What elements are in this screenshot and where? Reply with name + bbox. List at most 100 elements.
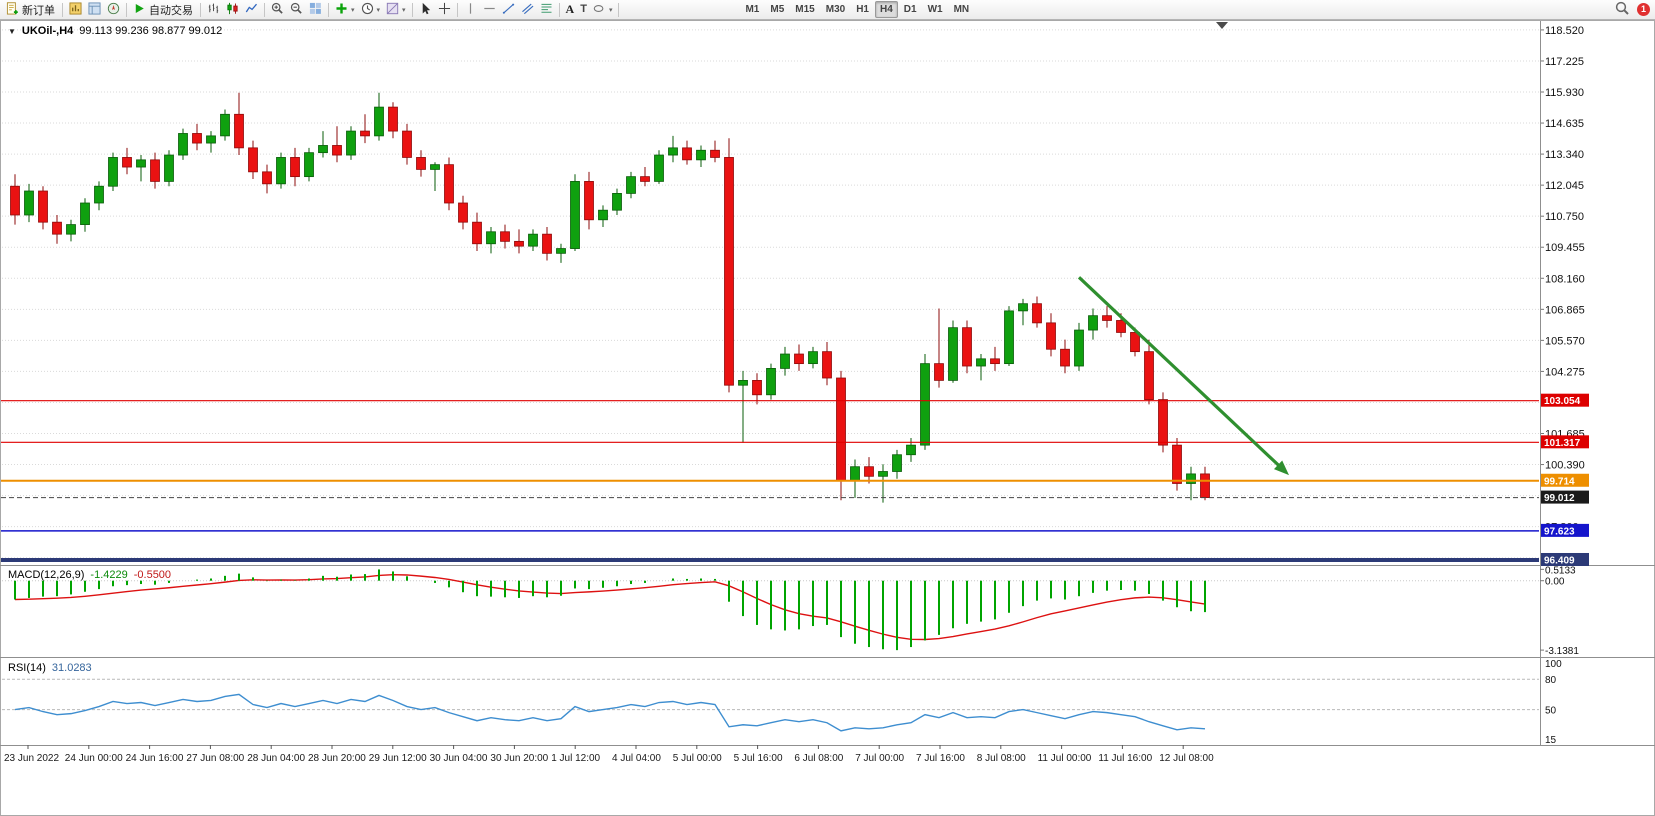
- svg-text:109.455: 109.455: [1545, 242, 1585, 254]
- trend-arrow[interactable]: [1077, 276, 1289, 476]
- dropdown-caret-icon: ▾: [608, 6, 613, 14]
- periods-button[interactable]: ▾: [358, 1, 384, 18]
- navigator-button[interactable]: [104, 1, 123, 18]
- notification-badge[interactable]: 1: [1637, 3, 1650, 16]
- svg-text:1 Jul 12:00: 1 Jul 12:00: [551, 753, 600, 764]
- toolbar-separator: [456, 2, 458, 17]
- templates-button[interactable]: ▾: [383, 1, 409, 18]
- svg-text:11 Jul 00:00: 11 Jul 00:00: [1038, 753, 1092, 764]
- time-axis[interactable]: 23 Jun 2022 24 Jun 00:00 24 Jun 16:00 27 Ju…: [4, 745, 1214, 764]
- candlestick-chart-icon: [226, 2, 239, 18]
- crosshair-icon: [438, 2, 451, 18]
- svg-text:101.317: 101.317: [1544, 438, 1581, 449]
- cursor-button[interactable]: [416, 1, 435, 18]
- rsi-line: [14, 693, 1206, 732]
- text-tool-button[interactable]: A: [563, 1, 578, 18]
- svg-text:113.340: 113.340: [1545, 149, 1584, 161]
- macd-label: MACD(12,26,9): [8, 569, 85, 581]
- line-chart-button[interactable]: [242, 1, 261, 18]
- timeframe-h4-button[interactable]: H4: [874, 1, 898, 18]
- timeframe-mn-button[interactable]: MN: [949, 1, 975, 18]
- svg-text:0.00: 0.00: [1545, 577, 1565, 588]
- text-tool-icon: A: [565, 2, 575, 16]
- svg-text:96.409: 96.409: [1544, 555, 1575, 566]
- svg-text:30 Jun 20:00: 30 Jun 20:00: [490, 753, 548, 764]
- panel-separators[interactable]: [0, 21, 1655, 746]
- navigator-icon: [107, 2, 120, 18]
- svg-text:4 Jul 04:00: 4 Jul 04:00: [612, 753, 661, 764]
- indicators-icon: [335, 2, 348, 18]
- macd-main-value: -1.4229: [90, 569, 128, 581]
- indicators-button[interactable]: ▾: [332, 1, 358, 18]
- svg-text:100.390: 100.390: [1545, 460, 1585, 472]
- toolbar-separator: [328, 2, 329, 17]
- price-line-labels: 103.054 101.317 99.714 99.012 97.623 96.409: [1541, 393, 1589, 566]
- shapes-button[interactable]: ▾: [590, 1, 616, 18]
- macd-signal-value: -0.5500: [133, 569, 172, 581]
- rsi-panel: 100 80 50 15: [2, 659, 1562, 746]
- timeframe-h1-button[interactable]: H1: [851, 1, 874, 18]
- svg-text:27 Jun 08:00: 27 Jun 08:00: [186, 753, 244, 764]
- timeframe-w1-button[interactable]: W1: [923, 1, 948, 18]
- candlestick-chart-button[interactable]: [223, 1, 242, 18]
- ohlc-values: 99.113 99.236 98.877 99.012: [79, 25, 223, 37]
- timeframe-m30-button[interactable]: M30: [821, 1, 850, 18]
- autotrading-icon: [133, 2, 146, 18]
- svg-text:115.930: 115.930: [1545, 87, 1584, 99]
- channel-icon: [521, 2, 534, 18]
- toolbar-separator: [62, 2, 63, 17]
- search-button[interactable]: [1612, 1, 1632, 18]
- candlesticks[interactable]: [10, 92, 1210, 503]
- bar-chart-icon: [207, 2, 220, 18]
- crosshair-button[interactable]: [435, 1, 454, 18]
- timeframe-m15-button[interactable]: M15: [790, 1, 819, 18]
- rsi-label: RSI(14): [8, 662, 46, 674]
- toolbar-separator: [411, 2, 413, 17]
- fibonacci-icon: [540, 2, 553, 18]
- autotrading-button[interactable]: 自动交易: [130, 1, 197, 18]
- vertical-line-button[interactable]: [461, 1, 480, 18]
- data-window-button[interactable]: [85, 1, 104, 18]
- search-icon: [1615, 1, 1629, 18]
- zoom-in-icon: [271, 2, 284, 18]
- trendline-icon: [502, 2, 515, 18]
- timeframe-m1-button[interactable]: M1: [740, 1, 764, 18]
- svg-text:97.623: 97.623: [1544, 526, 1575, 537]
- trendline-button[interactable]: [499, 1, 518, 18]
- horizontal-line-button[interactable]: [480, 1, 499, 18]
- vertical-line-icon: [464, 2, 477, 18]
- market-watch-button[interactable]: [66, 1, 85, 18]
- svg-text:24 Jun 00:00: 24 Jun 00:00: [65, 753, 123, 764]
- new-order-label: 新订单: [22, 4, 55, 17]
- svg-text:23 Jun 2022: 23 Jun 2022: [4, 753, 59, 764]
- toolbar-separator: [126, 2, 127, 17]
- one-click-trading-arrow[interactable]: ▼: [8, 26, 16, 36]
- svg-text:-3.1381: -3.1381: [1545, 646, 1579, 657]
- macd-header: MACD(12,26,9) -1.4229 -0.5500: [8, 569, 171, 581]
- new-order-button[interactable]: 新订单: [3, 1, 59, 18]
- dropdown-caret-icon: ▾: [351, 6, 355, 14]
- chart-shift-marker[interactable]: [1216, 22, 1228, 29]
- svg-text:5 Jul 16:00: 5 Jul 16:00: [734, 753, 783, 764]
- new-order-icon: [6, 1, 19, 18]
- timeframe-d1-button[interactable]: D1: [899, 1, 922, 18]
- data-window-icon: [88, 1, 101, 18]
- zoom-in-button[interactable]: [268, 1, 287, 18]
- timeframe-m5-button[interactable]: M5: [765, 1, 789, 18]
- channel-button[interactable]: [518, 1, 537, 18]
- zoom-out-button[interactable]: [287, 1, 306, 18]
- symbol-period-label: UKOil-,H4: [21, 25, 74, 37]
- label-tool-button[interactable]: T: [577, 1, 590, 18]
- bar-chart-button[interactable]: [204, 1, 223, 18]
- svg-text:8 Jul 08:00: 8 Jul 08:00: [977, 753, 1026, 764]
- tile-windows-button[interactable]: [306, 1, 325, 18]
- svg-text:105.570: 105.570: [1545, 335, 1585, 347]
- svg-text:117.225: 117.225: [1545, 56, 1584, 68]
- fibonacci-button[interactable]: [537, 1, 556, 18]
- svg-text:0.5133: 0.5133: [1545, 565, 1576, 576]
- toolbar: 新订单 自动交易: [0, 0, 1655, 20]
- svg-text:50: 50: [1545, 706, 1557, 717]
- dropdown-caret-icon: ▾: [376, 6, 381, 14]
